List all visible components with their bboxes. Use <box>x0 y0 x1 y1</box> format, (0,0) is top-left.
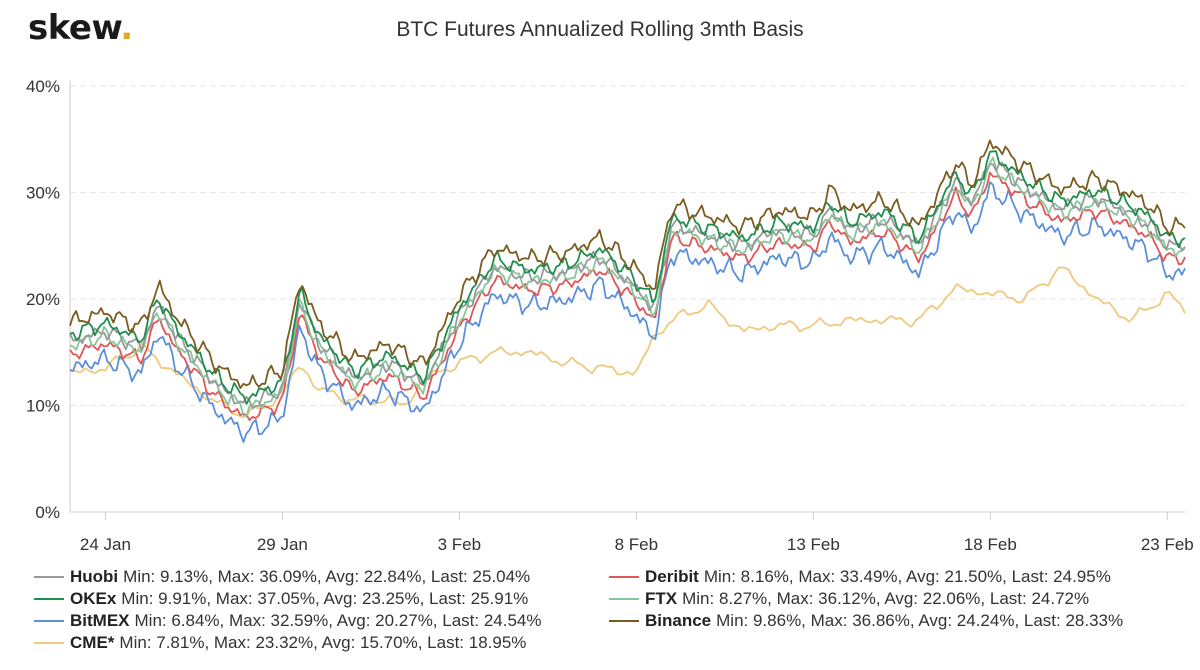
legend-series-name: FTX <box>645 589 678 608</box>
y-tick-label: 40% <box>26 77 60 96</box>
legend-series-stats: Min: 6.84%, Max: 32.59%, Avg: 20.27%, La… <box>134 611 542 630</box>
x-tick-label: 23 Feb <box>1141 535 1194 554</box>
legend-item-bitmex[interactable]: BitMEX Min: 6.84%, Max: 32.59%, Avg: 20.2… <box>34 611 542 631</box>
legend-swatch <box>34 598 64 600</box>
legend-item-okex[interactable]: OKEx Min: 9.91%, Max: 37.05%, Avg: 23.25%… <box>34 589 528 609</box>
x-tick-label: 18 Feb <box>964 535 1017 554</box>
series-line-ftx <box>69 156 1186 417</box>
x-tick-label: 13 Feb <box>787 535 840 554</box>
legend-series-name: CME* <box>70 633 115 652</box>
legend-series-stats: Min: 8.16%, Max: 33.49%, Avg: 21.50%, La… <box>703 567 1111 586</box>
series-line-binance <box>69 139 1186 389</box>
x-axis: 24 Jan 29 Jan 3 Feb 8 Feb 13 Feb 18 Feb 23 Feb <box>80 512 1194 554</box>
x-tick-label: 3 Feb <box>438 535 481 554</box>
y-axis: 0% 10% 20% 30% 40% <box>26 77 1185 522</box>
legend-item-cme[interactable]: CME* Min: 7.81%, Max: 23.32%, Avg: 15.70%… <box>34 633 526 653</box>
series-line-deribit <box>69 171 1186 421</box>
y-tick-label: 20% <box>26 290 60 309</box>
legend-series-stats: Min: 9.91%, Max: 37.05%, Avg: 23.25%, La… <box>121 589 529 608</box>
legend-series-stats: Min: 7.81%, Max: 23.32%, Avg: 15.70%, La… <box>119 633 527 652</box>
legend-swatch <box>34 620 64 622</box>
series-lines <box>69 139 1186 443</box>
legend-item-huobi[interactable]: Huobi Min: 9.13%, Max: 36.09%, Avg: 22.84… <box>34 567 530 587</box>
legend-swatch <box>34 642 64 644</box>
series-line-cme <box>69 266 1186 419</box>
legend-series-stats: Min: 9.86%, Max: 36.86%, Avg: 24.24%, La… <box>716 611 1124 630</box>
legend-swatch <box>609 620 639 622</box>
legend-series-stats: Min: 8.27%, Max: 36.12%, Avg: 22.06%, La… <box>682 589 1090 608</box>
series-line-bitmex <box>69 181 1186 443</box>
legend-series-name: Huobi <box>70 567 119 586</box>
legend-series-name: BitMEX <box>70 611 130 630</box>
legend-swatch <box>34 576 64 578</box>
basis-line-chart: 0% 10% 20% 30% 40% 24 Jan 29 Jan 3 Feb 8 Feb 13 … <box>26 77 1194 554</box>
legend-swatch <box>609 598 639 600</box>
legend-item-binance[interactable]: Binance Min: 9.86%, Max: 36.86%, Avg: 24.… <box>609 611 1123 631</box>
grid-lines <box>70 85 1185 406</box>
legend-item-deribit[interactable]: Deribit Min: 8.16%, Max: 33.49%, Avg: 21.… <box>609 567 1111 587</box>
legend-series-name: Binance <box>645 611 712 630</box>
legend-series-name: OKEx <box>70 589 117 608</box>
y-tick-label: 0% <box>35 503 60 522</box>
legend-series-name: Deribit <box>645 567 699 586</box>
legend-series-stats: Min: 9.13%, Max: 36.09%, Avg: 22.84%, La… <box>123 567 531 586</box>
y-tick-label: 30% <box>26 184 60 203</box>
series-line-okex <box>69 150 1186 405</box>
x-tick-label: 24 Jan <box>80 535 131 554</box>
y-tick-label: 10% <box>26 397 60 416</box>
x-tick-label: 29 Jan <box>257 535 308 554</box>
chart-title: BTC Futures Annualized Rolling 3mth Basi… <box>396 18 804 41</box>
skew-logo: skew. <box>28 8 133 48</box>
legend-swatch <box>609 576 639 578</box>
legend-item-ftx[interactable]: FTX Min: 8.27%, Max: 36.12%, Avg: 22.06%,… <box>609 589 1089 609</box>
x-tick-label: 8 Feb <box>615 535 658 554</box>
